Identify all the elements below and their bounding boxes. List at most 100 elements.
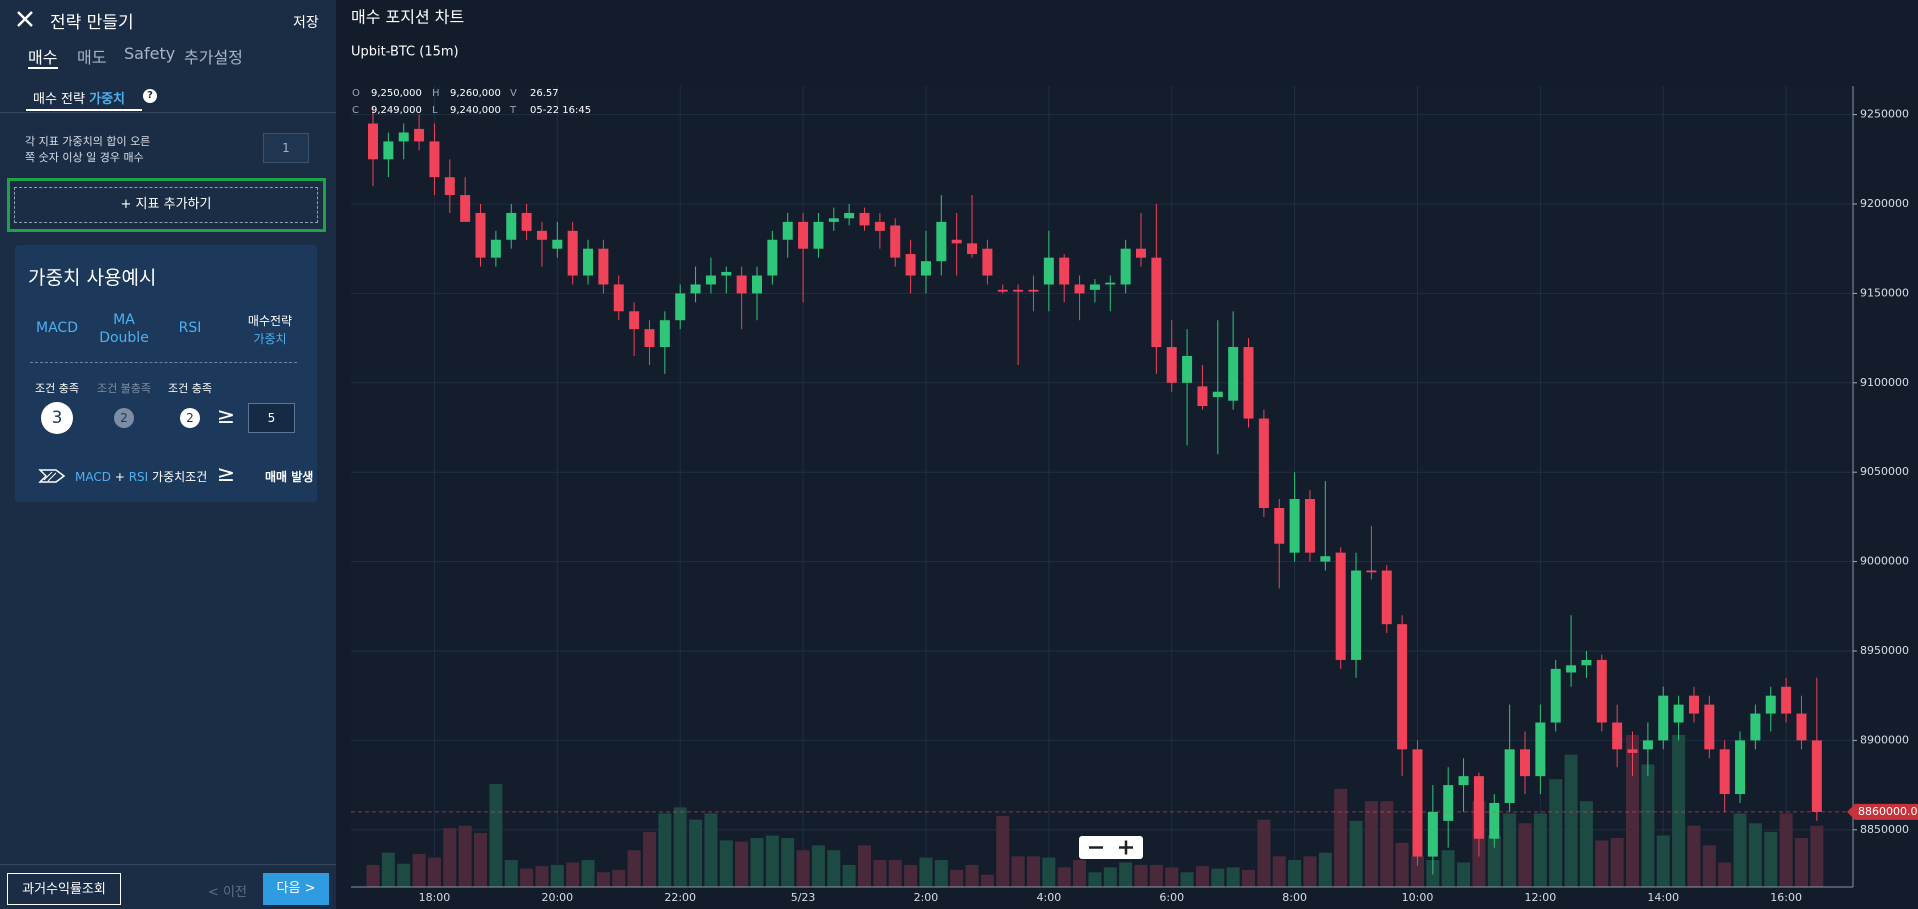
candle-body (521, 212, 532, 231)
candle-body (414, 128, 425, 142)
candle-body (552, 239, 563, 249)
candle-body (1351, 570, 1362, 660)
tab[interactable]: 매수 (28, 48, 58, 67)
tab[interactable]: 매도 (77, 48, 107, 67)
candle-body (613, 284, 624, 312)
candle-body (1642, 740, 1653, 750)
history-button[interactable]: 과거수익률조회 (7, 873, 121, 905)
condition-label: 조건 충족 (168, 382, 212, 395)
target-box: 5 (248, 403, 295, 433)
candle-body (1304, 499, 1315, 553)
example-title: 가중치 사용예시 (28, 267, 157, 289)
candle-body (967, 243, 978, 255)
volume-bar (1441, 850, 1455, 887)
volume-bar (919, 857, 933, 887)
candle-body (1473, 776, 1484, 839)
candle-body (460, 195, 471, 222)
volume-bar (612, 869, 626, 887)
candle-body (1028, 289, 1039, 292)
candle-body (1704, 704, 1715, 750)
x-tick-label: 16:00 (1770, 891, 1802, 904)
candle-body (1658, 695, 1669, 741)
volume-bar (1042, 857, 1056, 887)
save-button[interactable]: 저장 (293, 15, 319, 31)
subtab[interactable]: 매수 전략 가중치 (33, 88, 125, 107)
volume-bar (673, 807, 687, 887)
candle-body (629, 311, 640, 330)
close-icon[interactable] (16, 10, 34, 28)
volume-bar (1702, 845, 1716, 887)
zoom-icons (1089, 840, 1133, 855)
x-tick-label: 10:00 (1402, 891, 1434, 904)
column-label: MACD (36, 320, 78, 336)
x-tick-label: 5/23 (791, 891, 816, 904)
volume-bar (1641, 764, 1655, 887)
chart-subtitle: Upbit-BTC (15m) (351, 45, 459, 60)
next-button[interactable]: 다음 > (263, 873, 329, 905)
volume-bar (412, 853, 426, 887)
volume-bar (1119, 862, 1133, 887)
candle-body (920, 261, 931, 276)
volume-bar (765, 835, 779, 887)
candle-body (1089, 284, 1100, 290)
candle-body (890, 225, 901, 258)
candle-body (1489, 802, 1500, 839)
zoom-in[interactable] (1119, 840, 1133, 855)
candle-body (567, 230, 578, 276)
volume-bar (658, 813, 672, 887)
zoom-controls (1079, 836, 1143, 859)
y-tick-label: 8850000 (1860, 823, 1909, 836)
volume-bar (1672, 735, 1686, 887)
volume-bar (1656, 835, 1670, 887)
volume-bar (1242, 869, 1256, 887)
volume-bar (1134, 864, 1148, 887)
candle-body (798, 221, 809, 249)
candle-body (1258, 418, 1269, 508)
dashed-divider (30, 362, 297, 363)
y-tick-label: 9000000 (1860, 555, 1909, 568)
y-tick-label: 8950000 (1860, 644, 1909, 657)
y-tick-label: 9200000 (1860, 197, 1909, 210)
result-text: 매매 발생 (265, 470, 314, 484)
help-icon[interactable]: ? (143, 89, 157, 103)
candle-body (705, 275, 716, 285)
candle-body (1013, 289, 1024, 292)
volume-bar (689, 819, 703, 887)
threshold-input[interactable]: 1 (263, 133, 309, 163)
prev-button[interactable]: < 이전 (208, 885, 247, 900)
candle-body (1182, 355, 1193, 383)
candle-body (368, 123, 378, 160)
volume-bar (1380, 801, 1394, 887)
last-price-tag (1847, 803, 1918, 820)
candle-body (1458, 776, 1469, 786)
chart-title: 매수 포지션 차트 (351, 8, 464, 27)
volume-bar (427, 857, 441, 887)
tab[interactable]: 추가설정 (184, 48, 243, 67)
legend-value: 9,250,000 (371, 88, 422, 99)
volume-bar (581, 860, 595, 887)
tab[interactable]: Safety (124, 44, 176, 63)
candle-body (1228, 347, 1239, 401)
volume-bar (1687, 825, 1701, 887)
volume-bar (1779, 813, 1793, 887)
volume-bar (1303, 856, 1317, 887)
volume-bar (489, 784, 503, 887)
candle-body (1320, 556, 1331, 562)
candle-body (536, 230, 547, 240)
volume-bar (1626, 735, 1640, 887)
subtab-underline (26, 109, 142, 111)
candle-body (1289, 499, 1300, 553)
volume-bar (1395, 842, 1409, 887)
candle-body (398, 132, 409, 142)
volume-bar (1349, 820, 1363, 887)
candle-body (1504, 749, 1515, 803)
add-indicator-button[interactable]: + 지표 추가하기 (14, 187, 318, 223)
volume-bar (704, 813, 718, 887)
candle-body (736, 275, 747, 294)
candle-body (383, 141, 394, 160)
weight-circle: 3 (41, 402, 73, 434)
volume-bar (381, 852, 395, 887)
volume-bar (719, 840, 733, 887)
x-tick-label: 2:00 (914, 891, 939, 904)
